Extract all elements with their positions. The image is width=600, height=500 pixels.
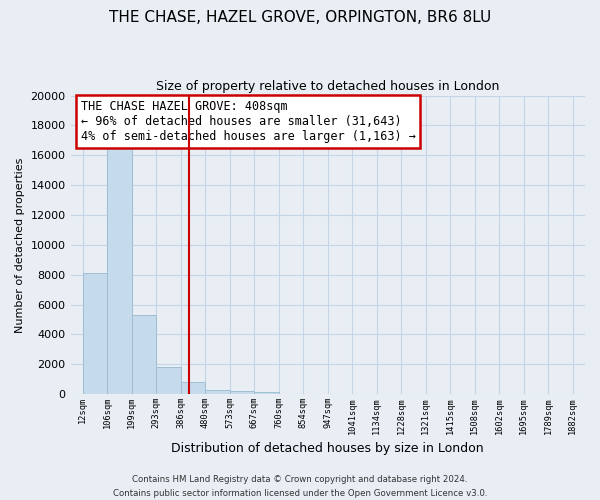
Bar <box>205 390 230 394</box>
Text: THE CHASE, HAZEL GROVE, ORPINGTON, BR6 8LU: THE CHASE, HAZEL GROVE, ORPINGTON, BR6 8… <box>109 10 491 25</box>
Title: Size of property relative to detached houses in London: Size of property relative to detached ho… <box>156 80 499 93</box>
X-axis label: Distribution of detached houses by size in London: Distribution of detached houses by size … <box>172 442 484 455</box>
Bar <box>230 391 254 394</box>
Bar <box>156 368 181 394</box>
Bar <box>181 382 205 394</box>
Y-axis label: Number of detached properties: Number of detached properties <box>15 157 25 332</box>
Bar <box>107 148 132 394</box>
Text: Contains HM Land Registry data © Crown copyright and database right 2024.
Contai: Contains HM Land Registry data © Crown c… <box>113 476 487 498</box>
Bar <box>132 315 156 394</box>
Bar <box>254 392 279 394</box>
Text: THE CHASE HAZEL GROVE: 408sqm
← 96% of detached houses are smaller (31,643)
4% o: THE CHASE HAZEL GROVE: 408sqm ← 96% of d… <box>81 100 416 143</box>
Bar <box>83 273 107 394</box>
